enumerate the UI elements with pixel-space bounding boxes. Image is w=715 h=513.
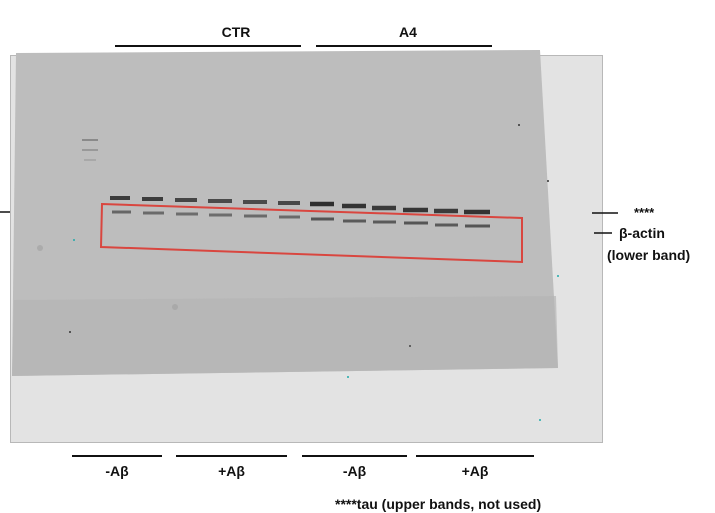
speckle [172,304,178,310]
speckle [539,419,541,421]
tau-marker-label: **** [634,205,655,220]
group-label-a4: A4 [399,24,417,40]
actin-marker-label: β-actin [619,225,665,241]
lane-line-a4-plus [416,455,534,457]
lane-line-ctr-plus [176,455,287,457]
membrane [12,50,558,376]
group-line-ctr [115,45,301,47]
actin-highlight-box [99,202,523,264]
speckle [37,245,43,251]
speckle [69,331,71,333]
speckle [557,275,559,277]
actin-marker-sublabel: (lower band) [607,247,691,263]
speckle [547,180,549,182]
footnote: ****tau (upper bands, not used) [335,496,542,512]
speckle [518,124,520,126]
membrane-lower-shade [12,296,558,376]
lane-label-a4-plus: +Aβ [461,463,489,479]
lane-line-a4-minus [302,455,407,457]
lane-line-ctr-minus [72,455,162,457]
group-line-a4 [316,45,492,47]
lane-label-a4-minus: -Aβ [342,463,367,479]
lane-label-ctr-minus: -Aβ [105,463,129,479]
group-label-ctr: CTR [221,24,251,40]
lane-label-ctr-plus: +Aβ [218,463,245,479]
speckle [73,239,75,241]
speckle [347,376,349,378]
speckle [409,345,411,347]
